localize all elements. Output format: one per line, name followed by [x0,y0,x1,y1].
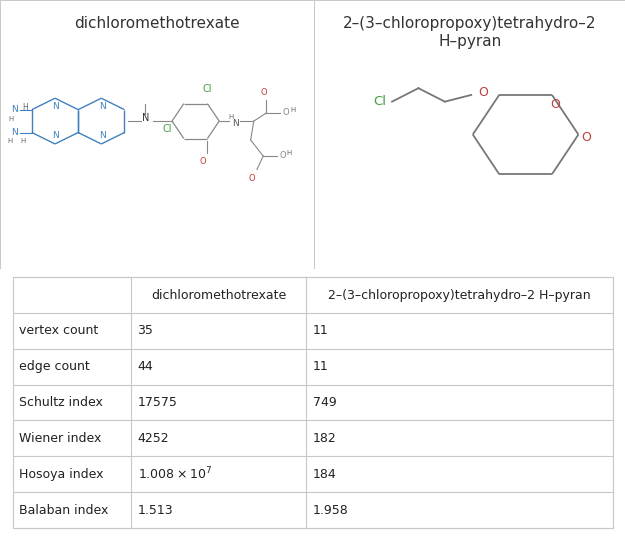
Text: 11: 11 [312,360,328,373]
Text: H: H [22,103,29,112]
Text: O: O [199,158,206,166]
Text: 2–(3–chloropropoxy)tetrahydro–2
H–pyran: 2–(3–chloropropoxy)tetrahydro–2 H–pyran [343,16,596,49]
Text: Wiener index: Wiener index [19,432,101,445]
Text: H: H [287,151,292,157]
Text: Balaban index: Balaban index [19,503,108,517]
Text: edge count: edge count [19,360,89,373]
Text: O: O [279,151,286,160]
Text: Schultz index: Schultz index [19,396,102,409]
Text: 11: 11 [312,324,328,337]
Text: 1.513: 1.513 [138,503,173,517]
Text: $1.008\times10^7$: $1.008\times10^7$ [138,466,211,482]
Text: N: N [11,105,18,114]
Text: N: N [11,128,18,137]
Text: H: H [290,107,295,113]
Text: 4252: 4252 [138,432,169,445]
Text: 44: 44 [138,360,153,373]
Text: Cl: Cl [373,95,386,108]
Text: 749: 749 [312,396,336,409]
Text: dichloromethotrexate: dichloromethotrexate [151,288,286,302]
Text: H: H [21,138,26,144]
Text: vertex count: vertex count [19,324,98,337]
Text: 184: 184 [312,468,336,481]
Text: O: O [261,88,267,97]
Text: Cl: Cl [202,84,212,94]
Text: 35: 35 [138,324,153,337]
Text: N: N [52,131,58,140]
Text: O: O [249,174,256,183]
Text: N: N [99,102,106,111]
Text: Cl: Cl [162,124,172,134]
Text: 17575: 17575 [138,396,178,409]
Text: O: O [550,98,560,110]
Text: O: O [282,108,289,117]
Text: 2–(3–chloropropoxy)tetrahydro–2 H–pyran: 2–(3–chloropropoxy)tetrahydro–2 H–pyran [328,288,591,302]
Text: N: N [99,131,106,140]
Text: 182: 182 [312,432,336,445]
Text: 1.958: 1.958 [312,503,348,517]
Text: H: H [7,138,12,144]
Text: O: O [479,86,489,99]
Text: O: O [581,131,591,144]
Text: N: N [142,113,149,123]
Text: N: N [232,120,239,128]
Text: Hosoya index: Hosoya index [19,468,103,481]
Text: dichloromethotrexate: dichloromethotrexate [74,16,240,31]
Text: H: H [8,116,14,122]
Text: N: N [52,102,58,111]
Text: H: H [229,114,234,120]
